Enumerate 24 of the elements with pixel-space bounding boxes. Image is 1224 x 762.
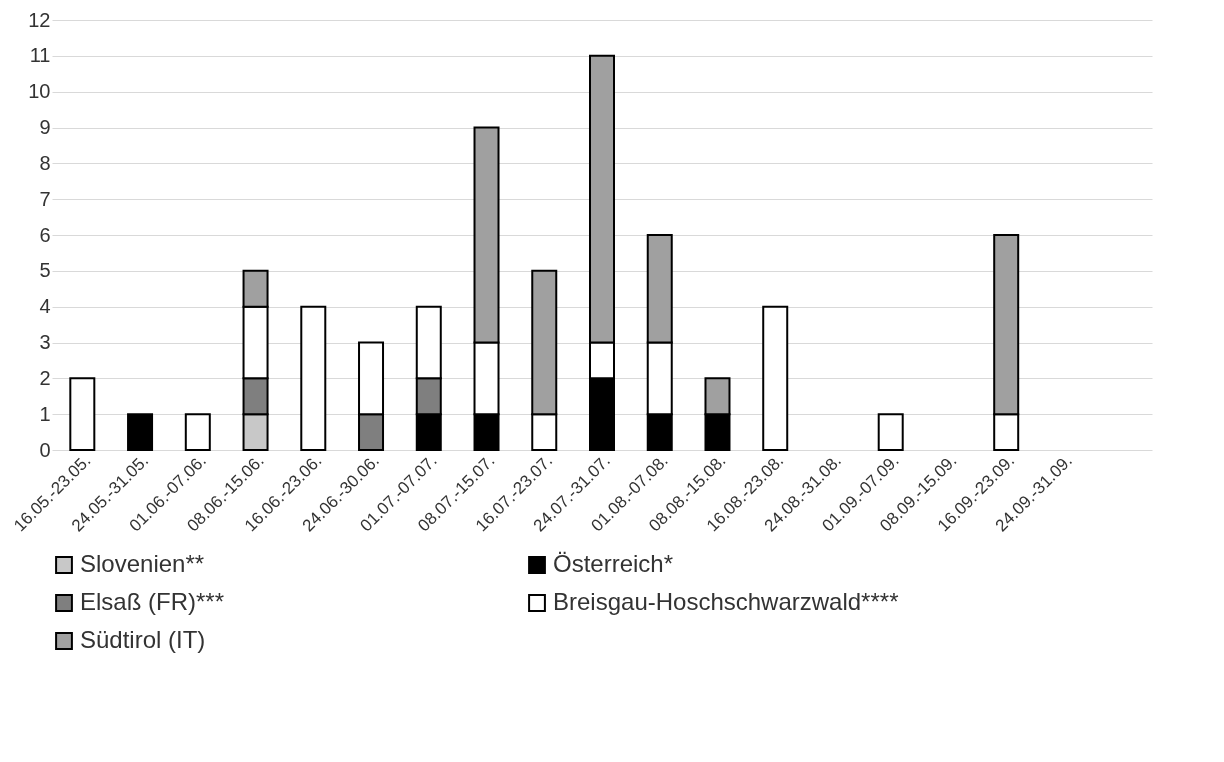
y-tick-label: 8 <box>39 151 51 174</box>
y-tick-label: 1 <box>39 402 51 425</box>
legend-label: Breisgau-Hoschschwarzwald**** <box>553 588 899 615</box>
y-tick-label: 12 <box>28 8 51 31</box>
legend-label: Elsaß (FR)*** <box>80 588 225 615</box>
legend-label: Südtirol (IT) <box>80 626 206 653</box>
bar <box>877 413 904 451</box>
bar <box>300 305 327 451</box>
legend-label: Österreich* <box>553 550 674 577</box>
y-tick-label: 9 <box>39 116 51 138</box>
bar <box>762 305 789 451</box>
y-tick-label: 4 <box>39 295 51 318</box>
y-tick-label: 3 <box>39 331 51 353</box>
legend-label: Slovenien** <box>80 550 205 577</box>
bar <box>127 413 154 451</box>
bar <box>69 377 96 451</box>
bar <box>184 413 211 451</box>
y-tick-label: 11 <box>29 44 51 67</box>
y-tick-label: 7 <box>39 187 51 210</box>
y-tick-label: 0 <box>39 438 51 461</box>
y-tick-label: 6 <box>39 223 51 246</box>
y-tick-label: 2 <box>39 366 51 389</box>
y-tick-label: 10 <box>28 80 51 103</box>
y-tick-label: 5 <box>39 259 51 282</box>
